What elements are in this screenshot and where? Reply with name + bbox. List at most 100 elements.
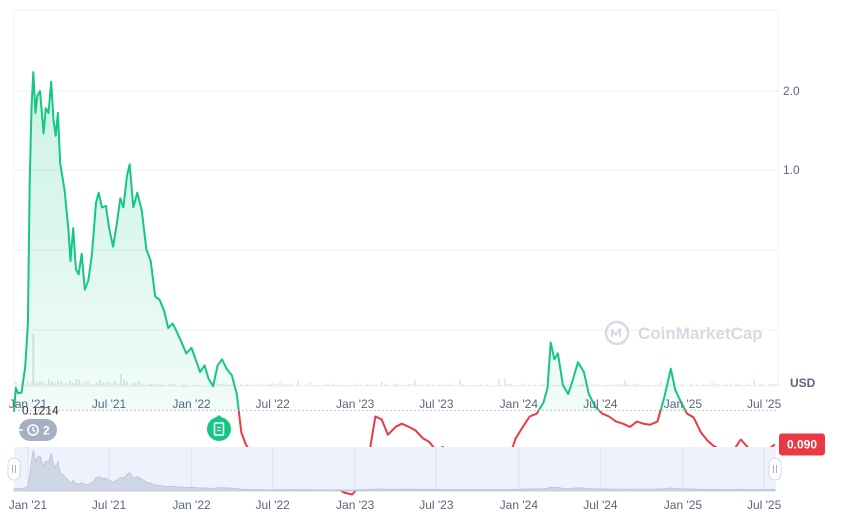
volume-bar bbox=[744, 385, 746, 386]
volume-bar bbox=[759, 384, 761, 386]
volume-bar bbox=[330, 385, 332, 386]
y-axis: 2.01.0 bbox=[783, 84, 800, 177]
navigator-tick-label: Jul '25 bbox=[747, 498, 782, 512]
volume-bar bbox=[495, 385, 497, 386]
volume-bar bbox=[309, 383, 311, 386]
navigator-tick-label: Jul '21 bbox=[92, 498, 127, 512]
volume-bar bbox=[438, 385, 440, 386]
volume-bar bbox=[690, 384, 692, 386]
volume-bar bbox=[531, 385, 533, 386]
volume-bar bbox=[387, 385, 389, 386]
coinmarketcap-watermark: CoinMarketCap bbox=[606, 322, 763, 344]
coinmarketcap-logo-icon bbox=[606, 322, 628, 344]
volume-bar bbox=[510, 384, 512, 386]
navigator-tick-label: Jan '21 bbox=[9, 498, 48, 512]
volume-bar bbox=[396, 384, 398, 386]
volume-bar bbox=[402, 385, 404, 386]
navigator-tick-label: Jan '24 bbox=[500, 498, 539, 512]
price-series bbox=[14, 72, 775, 494]
range-navigator[interactable] bbox=[8, 447, 781, 491]
volume-bar bbox=[243, 385, 245, 386]
volume-bar bbox=[633, 384, 635, 386]
x-tick-label: Jan '24 bbox=[500, 397, 539, 411]
volume-bar bbox=[267, 384, 269, 386]
volume-bar bbox=[360, 385, 362, 386]
volume-bar bbox=[651, 385, 653, 386]
volume-bar bbox=[471, 385, 473, 386]
navigator-left-handle[interactable] bbox=[8, 458, 20, 480]
volume-bar bbox=[630, 385, 632, 386]
volume-bar bbox=[741, 385, 743, 386]
volume-bar bbox=[369, 385, 371, 386]
navigator-right-handle[interactable] bbox=[769, 458, 781, 480]
x-tick-label: Jan '22 bbox=[172, 397, 211, 411]
x-tick-label: Jul '23 bbox=[419, 397, 454, 411]
volume-bar bbox=[336, 385, 338, 386]
volume-bar bbox=[777, 383, 779, 386]
volume-bar bbox=[732, 385, 734, 386]
volume-bar bbox=[603, 385, 605, 386]
volume-bar bbox=[480, 384, 482, 386]
volume-bar bbox=[492, 385, 494, 386]
volume-bar bbox=[426, 384, 428, 386]
y-axis-unit-label: USD bbox=[790, 376, 816, 390]
volume-bar bbox=[477, 385, 479, 386]
volume-bar bbox=[261, 384, 263, 386]
volume-bar bbox=[432, 384, 434, 386]
volume-bar bbox=[612, 385, 614, 386]
volume-bar bbox=[768, 384, 770, 386]
volume-bar bbox=[621, 384, 623, 386]
volume-bar bbox=[591, 384, 593, 386]
volume-bar bbox=[15, 382, 17, 386]
volume-bar bbox=[249, 385, 251, 386]
volume-bar bbox=[609, 385, 611, 386]
volume-bar bbox=[351, 385, 353, 386]
volume-bar bbox=[771, 384, 773, 386]
volume-bar bbox=[543, 384, 545, 386]
volume-bar bbox=[567, 384, 569, 386]
volume-bar bbox=[474, 385, 476, 386]
volume-bar bbox=[498, 379, 500, 386]
volume-bar bbox=[399, 385, 401, 386]
volume-bar bbox=[414, 381, 416, 386]
y-tick-label: 1.0 bbox=[783, 163, 800, 177]
volume-bar bbox=[711, 382, 713, 386]
volume-bar bbox=[597, 385, 599, 386]
volume-bar bbox=[642, 385, 644, 386]
event-marker[interactable] bbox=[207, 415, 231, 441]
volume-bar bbox=[252, 384, 254, 386]
volume-bar bbox=[486, 385, 488, 386]
volume-bar bbox=[762, 384, 764, 386]
volume-bar bbox=[417, 385, 419, 386]
volume-bar bbox=[339, 385, 341, 386]
volume-bar bbox=[537, 385, 539, 386]
volume-bar bbox=[522, 384, 524, 386]
volume-bar bbox=[504, 379, 506, 386]
volume-bar bbox=[237, 385, 239, 386]
current-price-badge: 0.090 bbox=[779, 433, 825, 455]
volume-bar bbox=[462, 384, 464, 386]
x-tick-label: Jul '25 bbox=[747, 397, 782, 411]
volume-bar bbox=[324, 384, 326, 386]
volume-bar bbox=[687, 385, 689, 386]
volume-bar bbox=[627, 384, 629, 386]
volume-bar bbox=[699, 385, 701, 386]
volume-bar bbox=[321, 385, 323, 386]
volume-bar bbox=[606, 385, 608, 386]
x-tick-label: Jan '25 bbox=[664, 397, 703, 411]
volume-bar bbox=[282, 384, 284, 386]
volume-bar bbox=[315, 385, 317, 386]
volume-bar bbox=[408, 384, 410, 386]
navigator-tick-label: Jul '22 bbox=[256, 498, 291, 512]
history-badge[interactable]: 2 bbox=[15, 419, 57, 441]
price-area-fill bbox=[14, 72, 775, 494]
volume-bar bbox=[702, 385, 704, 386]
volume-bar bbox=[657, 385, 659, 386]
volume-bar bbox=[735, 384, 737, 386]
volume-bar bbox=[372, 385, 374, 386]
volume-bar bbox=[255, 385, 257, 386]
volume-bar bbox=[729, 384, 731, 386]
